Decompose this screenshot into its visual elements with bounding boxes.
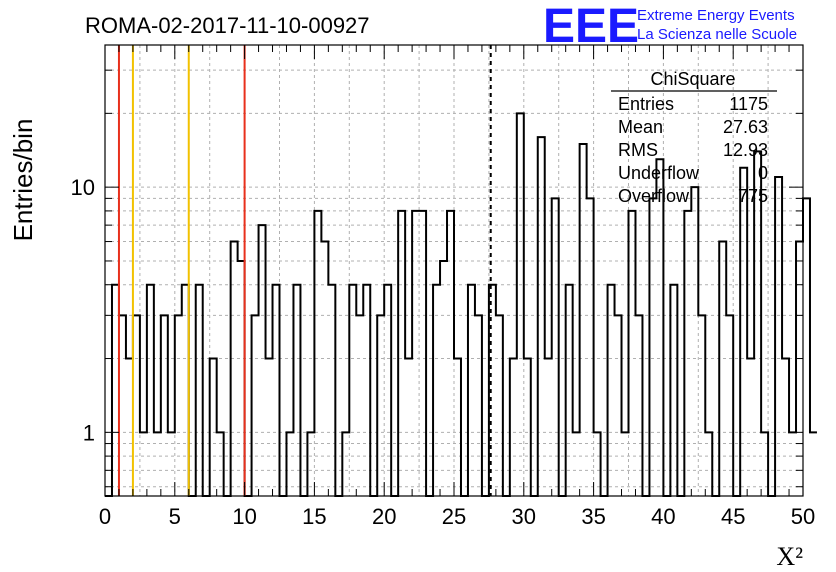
x-tick-label: 5 xyxy=(169,504,181,529)
stats-title: ChiSquare xyxy=(650,69,735,89)
stats-label: Entries xyxy=(618,94,674,114)
stats-box: ChiSquare Entries 1175 Mean 27.63 RMS 12.93 Un… xyxy=(611,69,777,206)
x-tick-label: 0 xyxy=(99,504,111,529)
chart-title: ROMA-02-2017-11-10-00927 xyxy=(85,13,370,38)
x-tick-label: 35 xyxy=(581,504,605,529)
x-axis: 0 5 10 15 20 25 30 35 40 45 50 xyxy=(99,45,815,529)
stats-label: Overflow xyxy=(618,186,690,206)
logo-line2: La Scienza nelle Scuole xyxy=(637,26,797,43)
stats-label: Underflow xyxy=(618,163,700,183)
stats-value: 775 xyxy=(738,186,768,206)
stats-value: 0 xyxy=(758,163,768,183)
histogram-outline xyxy=(105,112,817,497)
y-tick-label: 1 xyxy=(83,420,95,445)
y-axis: 1 10 xyxy=(71,69,803,488)
y-tick-label: 10 xyxy=(71,175,95,200)
logo-line1: Extreme Energy Events xyxy=(637,7,795,24)
stats-value: 27.63 xyxy=(723,117,768,137)
stats-label: Mean xyxy=(618,117,663,137)
x-tick-label: 40 xyxy=(651,504,675,529)
y-axis-label: Entries/bin xyxy=(8,119,38,242)
stats-value: 1175 xyxy=(729,94,768,114)
x-tick-label: 50 xyxy=(791,504,815,529)
x-tick-label: 45 xyxy=(721,504,745,529)
stats-label: RMS xyxy=(618,140,658,160)
reference-lines xyxy=(117,45,492,496)
x-tick-label: 15 xyxy=(302,504,326,529)
x-tick-label: 30 xyxy=(512,504,536,529)
x-tick-label: 20 xyxy=(372,504,396,529)
logo-mark: EEE xyxy=(543,0,639,53)
x-tick-label: 10 xyxy=(232,504,256,529)
x-axis-label: X² xyxy=(776,542,803,571)
stats-value: 12.93 xyxy=(723,140,768,160)
x-tick-label: 25 xyxy=(442,504,466,529)
histogram xyxy=(105,112,817,497)
logo: EEE Extreme Energy Events La Scienza nel… xyxy=(543,0,797,53)
